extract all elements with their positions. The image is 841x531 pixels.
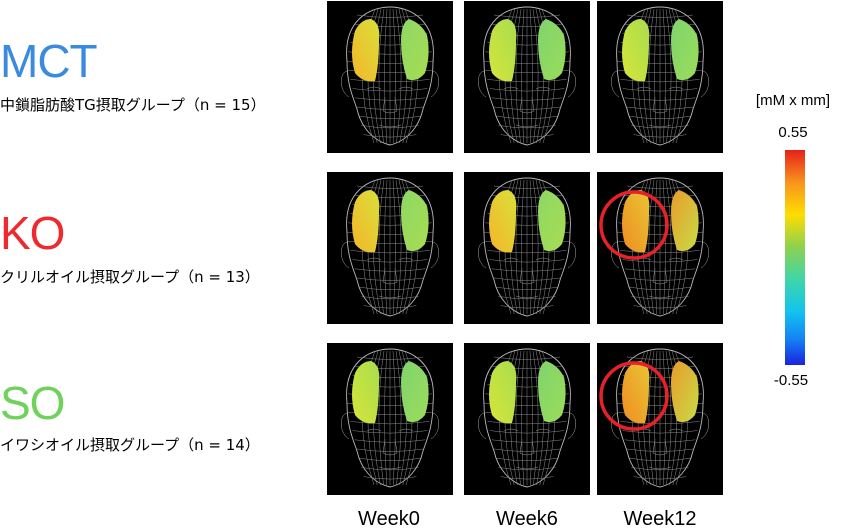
activation-right <box>671 19 699 81</box>
activation-left <box>622 190 650 253</box>
brain-map-ko-week0 <box>327 172 453 324</box>
colorbar-max-label: 0.55 <box>778 124 808 141</box>
activation-right <box>538 190 566 252</box>
brain-map-so-week6 <box>464 343 590 495</box>
brain-map-ko-week6 <box>464 172 590 324</box>
brain-map-mct-week0 <box>327 1 453 153</box>
group-desc-mct: 中鎖脂肪酸TG摂取グループ（n = 15） <box>0 96 266 114</box>
group-code-mct: MCT <box>0 35 98 87</box>
colorbar-min-label: -0.55 <box>773 372 809 389</box>
activation-right <box>401 19 429 81</box>
activation-right <box>401 190 429 252</box>
week-label-6: Week6 <box>496 508 558 530</box>
activation-left <box>352 190 380 253</box>
activation-left <box>489 361 517 424</box>
activation-right <box>401 361 429 423</box>
activation-right <box>671 190 699 252</box>
highlight-circle <box>599 361 669 431</box>
week-label-12: Week12 <box>623 508 697 530</box>
activation-left <box>489 190 517 253</box>
activation-left <box>622 361 650 424</box>
group-code-so: SO <box>0 377 65 429</box>
activation-left <box>352 19 380 82</box>
group-desc-ko: クリルオイル摂取グループ（n = 13） <box>0 268 260 286</box>
week-label-0: Week0 <box>358 508 420 530</box>
colorbar-gradient <box>785 150 805 365</box>
highlight-circle <box>599 190 669 260</box>
activation-right <box>671 361 699 423</box>
group-code-ko: KO <box>0 207 65 259</box>
activation-left <box>622 19 650 82</box>
activation-left <box>489 19 517 82</box>
brain-map-ko-week12 <box>597 172 723 324</box>
activation-right <box>538 361 566 423</box>
brain-map-so-week0 <box>327 343 453 495</box>
activation-left <box>352 361 380 424</box>
brain-map-mct-week12 <box>597 1 723 153</box>
brain-map-so-week12 <box>597 343 723 495</box>
brain-map-mct-week6 <box>464 1 590 153</box>
activation-right <box>538 19 566 81</box>
group-desc-so: イワシオイル摂取グループ（n = 14） <box>0 436 260 454</box>
colorbar-unit: [mM x mm] <box>755 92 831 109</box>
